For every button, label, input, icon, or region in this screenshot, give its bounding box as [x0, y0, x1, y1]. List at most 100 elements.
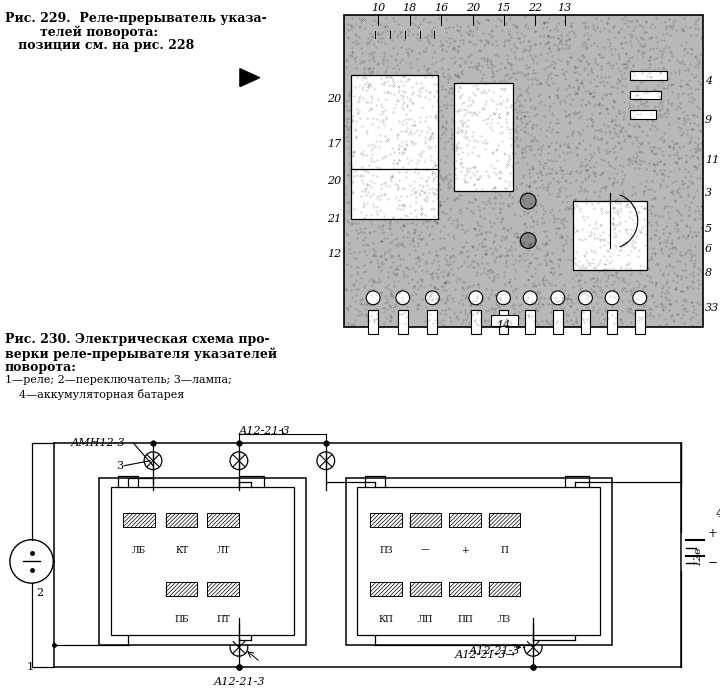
Text: 1: 1 — [27, 662, 34, 672]
Text: 20: 20 — [328, 177, 341, 186]
Text: 4: 4 — [716, 509, 720, 519]
Text: 22: 22 — [528, 3, 542, 14]
Bar — [398, 310, 408, 335]
Bar — [410, 582, 441, 596]
Text: 12: 12 — [328, 249, 341, 259]
Text: 5: 5 — [705, 224, 712, 234]
Circle shape — [606, 291, 619, 305]
Bar — [368, 310, 378, 335]
Text: ПТ: ПТ — [216, 615, 230, 624]
Polygon shape — [240, 69, 260, 86]
Text: 1—реле; 2—переключатель; 3—лампа;: 1—реле; 2—переключатель; 3—лампа; — [5, 375, 232, 385]
Text: 20: 20 — [328, 95, 341, 104]
Text: ПП: ПП — [457, 615, 473, 624]
Circle shape — [551, 291, 564, 305]
Text: —: — — [421, 546, 430, 555]
Text: А12-21-3: А12-21-3 — [239, 426, 290, 436]
Bar — [410, 513, 441, 527]
Bar — [166, 582, 197, 596]
Bar — [123, 513, 155, 527]
Text: ЛБ: ЛБ — [132, 546, 146, 555]
Bar — [489, 582, 521, 596]
Bar — [630, 110, 655, 119]
Text: А12-21-3: А12-21-3 — [469, 647, 521, 656]
Circle shape — [524, 638, 542, 656]
Bar — [207, 513, 239, 527]
Text: 33: 33 — [705, 303, 719, 313]
Bar — [490, 315, 518, 326]
Circle shape — [317, 452, 335, 470]
Bar — [370, 513, 402, 527]
Text: 3: 3 — [705, 188, 712, 198]
Text: +: + — [708, 527, 718, 540]
Text: П: П — [500, 546, 508, 555]
Text: 9: 9 — [705, 115, 712, 125]
Bar — [166, 513, 197, 527]
Text: +: + — [462, 546, 469, 555]
Bar — [449, 513, 481, 527]
Text: 16: 16 — [434, 3, 449, 14]
Text: 4—аккумуляторная батарея: 4—аккумуляторная батарея — [5, 388, 184, 400]
Bar — [607, 310, 617, 335]
Text: 12в: 12в — [693, 547, 703, 566]
Bar — [471, 310, 481, 335]
Text: 15: 15 — [496, 3, 510, 14]
Text: 3: 3 — [117, 461, 124, 471]
Text: телей поворота:: телей поворота: — [5, 26, 158, 39]
Circle shape — [521, 233, 536, 248]
Circle shape — [497, 291, 510, 305]
Bar — [111, 487, 294, 635]
Bar — [525, 310, 535, 335]
Text: 6: 6 — [705, 244, 712, 255]
Circle shape — [633, 291, 647, 305]
Bar — [553, 310, 563, 335]
Bar — [99, 477, 306, 645]
Circle shape — [469, 291, 483, 305]
Text: А12-21-3→: А12-21-3→ — [454, 650, 516, 660]
Bar — [351, 75, 438, 173]
Text: 8: 8 — [705, 268, 712, 278]
Bar — [346, 477, 612, 645]
Text: ЛТ: ЛТ — [217, 546, 230, 555]
Text: КП: КП — [379, 615, 393, 624]
Circle shape — [230, 452, 248, 470]
Circle shape — [144, 452, 162, 470]
Bar — [351, 170, 438, 219]
Bar — [630, 71, 667, 79]
Text: 2: 2 — [37, 588, 44, 598]
Text: верки реле-прерывателя указателей: верки реле-прерывателя указателей — [5, 347, 277, 361]
Bar — [449, 582, 481, 596]
Bar — [357, 487, 600, 635]
Text: 18: 18 — [402, 3, 417, 14]
Text: КТ: КТ — [175, 546, 188, 555]
Text: 14: 14 — [496, 319, 510, 330]
Circle shape — [396, 291, 410, 305]
Text: −: − — [708, 555, 718, 568]
Text: 21: 21 — [328, 214, 341, 224]
Text: АМН12-3: АМН12-3 — [71, 438, 126, 448]
Text: 13: 13 — [557, 3, 572, 14]
Text: 20: 20 — [466, 3, 480, 14]
Circle shape — [521, 193, 536, 209]
Bar — [498, 310, 508, 335]
Text: Рис. 229.  Реле-прерыватель указа-: Рис. 229. Реле-прерыватель указа- — [5, 12, 266, 25]
Circle shape — [10, 540, 53, 583]
Circle shape — [366, 291, 380, 305]
Text: 11: 11 — [705, 155, 719, 165]
Bar — [635, 310, 644, 335]
Text: ПЗ: ПЗ — [379, 546, 393, 555]
Bar — [207, 582, 239, 596]
Bar — [343, 15, 703, 328]
Circle shape — [426, 291, 439, 305]
Circle shape — [230, 638, 248, 656]
Text: Рис. 230. Электрическая схема про-: Рис. 230. Электрическая схема про- — [5, 333, 269, 346]
Text: позиции см. на рис. 228: позиции см. на рис. 228 — [5, 39, 194, 52]
Text: А12-21-3: А12-21-3 — [213, 677, 265, 687]
Text: 4: 4 — [705, 76, 712, 86]
Text: 17: 17 — [328, 139, 341, 149]
Bar — [580, 310, 590, 335]
Circle shape — [579, 291, 593, 305]
Bar — [454, 83, 513, 191]
Bar — [572, 201, 647, 270]
Text: ПБ: ПБ — [174, 615, 189, 624]
